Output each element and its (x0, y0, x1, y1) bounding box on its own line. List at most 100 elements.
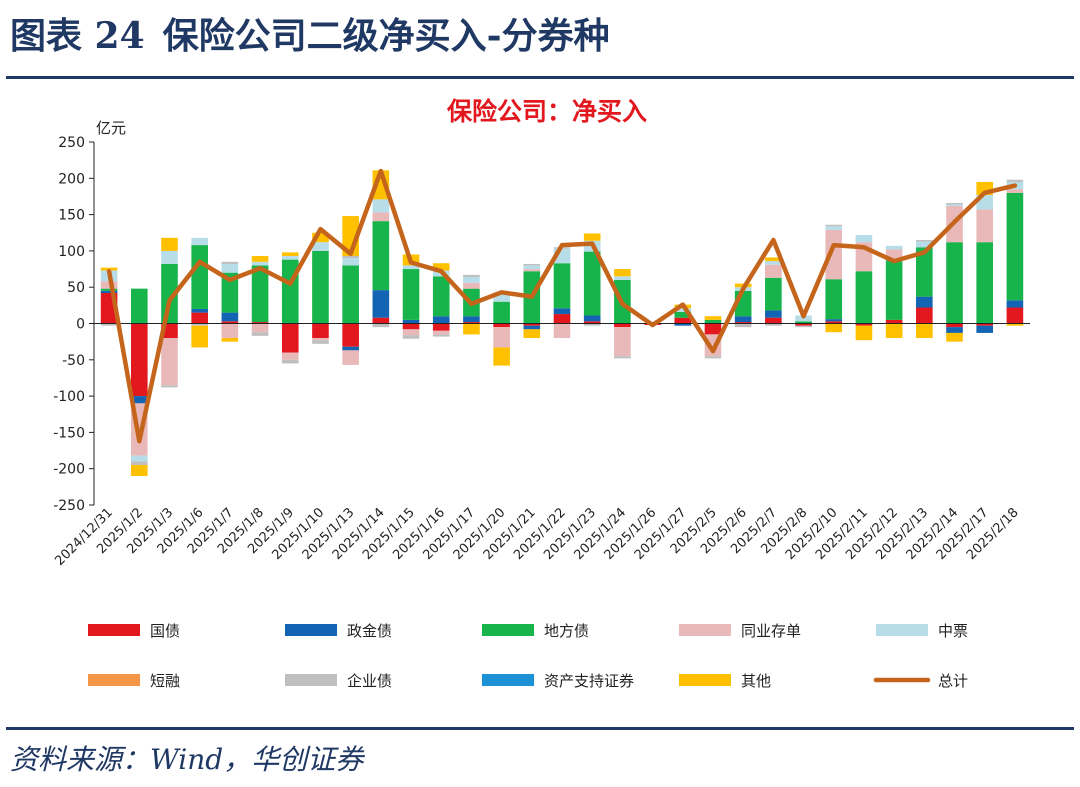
bar-segment (855, 271, 873, 324)
legend-swatch (482, 674, 534, 686)
bar-segment (432, 263, 450, 271)
bar-segment (130, 465, 148, 476)
legend-label: 资产支持证券 (544, 672, 634, 690)
bar-segment (885, 323, 903, 339)
bar-segment (161, 385, 178, 388)
x-tick-labels: 2024/12/312025/1/22025/1/32025/1/62025/1… (52, 505, 1021, 569)
bar-segment (342, 346, 359, 351)
bar-segment (312, 323, 329, 339)
bar-segment (1006, 192, 1024, 301)
bar-segment (191, 323, 208, 326)
bar-segment (704, 356, 722, 359)
bar-segment (402, 329, 420, 336)
y-tick-label: -150 (53, 425, 85, 441)
bar-segment (432, 316, 450, 324)
bar-segment (100, 323, 118, 326)
legend-item: 政金债 (285, 622, 392, 640)
bar-segment (765, 323, 782, 326)
bar-segment (493, 294, 510, 302)
bar-segment (916, 323, 933, 339)
bar-segment (765, 261, 782, 265)
bar-segment (372, 212, 390, 222)
bar-segment (221, 312, 239, 322)
bar-segment (614, 269, 631, 277)
legend-label: 总计 (938, 672, 968, 690)
legend-swatch (679, 624, 731, 636)
bar-segment (402, 319, 420, 324)
bar-segment (432, 323, 450, 331)
legend-swatch (285, 624, 337, 636)
bar-segment (946, 202, 963, 205)
bar-segment (191, 308, 208, 313)
bar-segment (704, 323, 722, 335)
legend-label: 短融 (150, 672, 180, 690)
bar-segment (523, 269, 541, 272)
bar-segment (312, 242, 329, 251)
bar-segment (704, 316, 722, 320)
bar-segment (342, 350, 359, 365)
bar-segment (221, 272, 239, 313)
bar-segment (614, 327, 631, 357)
figure-title: 图表 24 保险公司二级净买入-分券种 (10, 8, 610, 64)
bar-segment (161, 237, 178, 251)
bar-segment (825, 323, 843, 333)
bar-segment (463, 323, 480, 335)
legend-swatch (482, 624, 534, 636)
bar-segment (463, 274, 480, 278)
y-tick-label: 100 (58, 244, 85, 260)
bar-segment (976, 209, 994, 243)
bar-segment (734, 323, 752, 328)
bar-segment (734, 322, 752, 324)
legend-label: 国债 (150, 622, 180, 640)
bar-segment (523, 323, 541, 326)
bar-segment (855, 323, 873, 326)
bar-segment (221, 263, 239, 273)
bar-segment (855, 234, 873, 243)
y-tick-label: 50 (67, 280, 85, 296)
bar-segment (855, 325, 873, 341)
bar-segment (583, 251, 601, 316)
chart-area: 保险公司：净买入 亿元 -250 -200 -150 -100 -50 0 50 100 150… (52, 97, 1030, 690)
total-line-group (106, 168, 1018, 444)
bar-segment (825, 226, 843, 230)
figure-title-text: 保险公司二级净买入-分券种 (162, 15, 610, 57)
legend-swatch (88, 674, 140, 686)
bar-segment (402, 335, 420, 339)
bar-segment (161, 263, 178, 324)
bar-segment (130, 323, 148, 397)
legend-swatch (679, 674, 731, 686)
bar-segment (402, 323, 420, 330)
bar-segment (765, 264, 782, 278)
bar-segment (1006, 307, 1024, 324)
bar-segment (342, 255, 359, 259)
bar-segment (1006, 323, 1024, 326)
bar-segment (100, 290, 118, 294)
legend-swatch (88, 624, 140, 636)
bar-segment (493, 327, 510, 348)
bar-segment (765, 310, 782, 318)
bar-segment (674, 308, 692, 312)
bar-segment (674, 317, 692, 324)
bar-segment (251, 332, 269, 336)
bar-segment (765, 317, 782, 324)
bar-segment (916, 296, 933, 308)
bar-segment (614, 356, 631, 359)
bar-segment (432, 330, 450, 335)
figure-label: 图表 24 (10, 15, 145, 57)
bar-segment (523, 325, 541, 330)
bar-segment (463, 322, 480, 324)
bar-segment (372, 221, 390, 291)
bar-segment (342, 258, 359, 266)
legend-label: 其他 (741, 672, 771, 690)
bar-segment (463, 316, 480, 323)
bar-segment (221, 321, 239, 324)
bar-segment (765, 257, 782, 262)
bar-segment (191, 237, 208, 246)
y-tick-label: 0 (76, 317, 85, 333)
bar-segment (281, 252, 299, 256)
bar-segment (100, 281, 118, 289)
source-note: 资料来源：Wind，华创证券 (10, 743, 364, 776)
bar-segment (251, 261, 269, 266)
bar-segment (281, 352, 299, 360)
